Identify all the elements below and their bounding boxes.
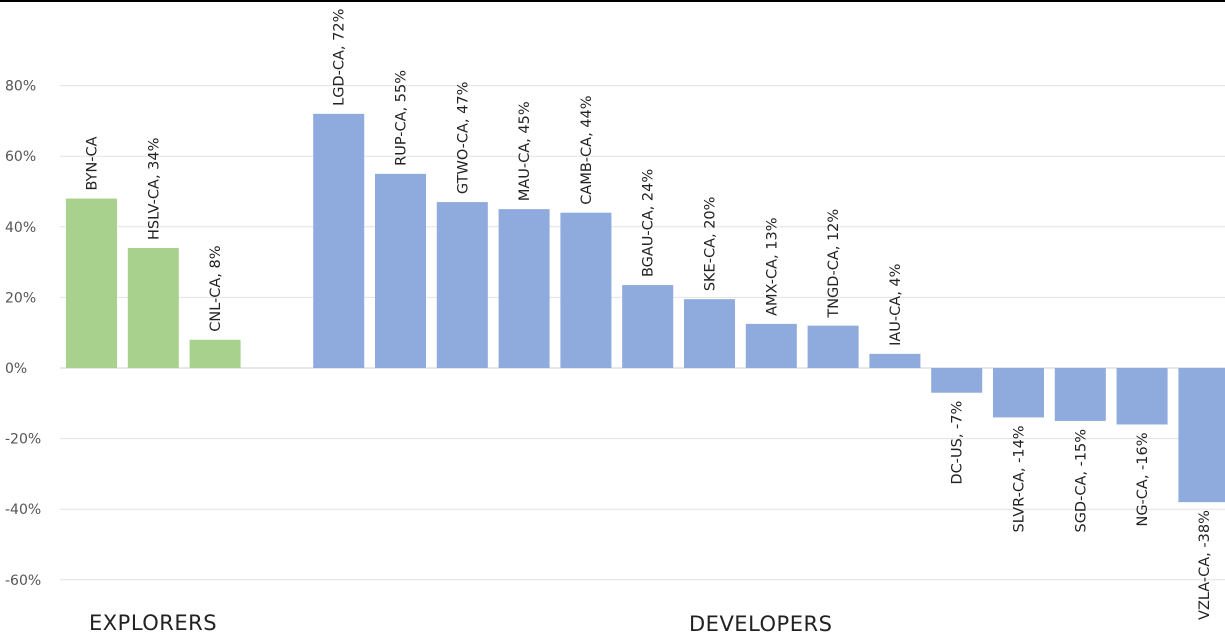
bar xyxy=(993,368,1044,418)
y-tick-label: -20% xyxy=(5,432,41,448)
bar xyxy=(1178,368,1225,503)
bar-data-label: MAU-CA, 45% xyxy=(517,101,533,201)
bar-data-label: DC-US, -7% xyxy=(950,401,966,485)
top-rule xyxy=(0,0,1225,2)
y-tick-label: 40% xyxy=(5,220,36,236)
bar-data-label: BGAU-CA, 24% xyxy=(641,169,657,277)
bar-data-label: AMX-CA, 13% xyxy=(764,218,780,316)
bar-data-label: SGD-CA, -15% xyxy=(1073,429,1089,533)
y-tick-label: -40% xyxy=(5,502,41,518)
bar xyxy=(127,247,179,368)
bar-data-label: RUP-CA, 55% xyxy=(394,70,410,166)
bar xyxy=(66,198,117,368)
bar xyxy=(622,285,674,368)
y-tick-label: 0% xyxy=(5,361,27,377)
bar-data-label: VZLA-CA, -38% xyxy=(1197,510,1213,620)
bar-data-label: CAMB-CA, 44% xyxy=(579,95,595,204)
bar xyxy=(375,173,426,368)
bar xyxy=(931,368,983,393)
bar-data-label: SLVR-CA, -14% xyxy=(1012,425,1028,532)
bar-data-label: GTWO-CA, 47% xyxy=(455,82,471,194)
bar xyxy=(869,353,921,368)
bar xyxy=(560,212,612,368)
group-label-developers: DEVELOPERS xyxy=(689,612,832,634)
bar-data-label: LGD-CA, 72% xyxy=(332,9,348,106)
bar-data-label: NG-CA, -16% xyxy=(1135,432,1151,526)
bar xyxy=(436,202,488,368)
bar xyxy=(313,113,365,368)
bar-data-label: CNL-CA, 8% xyxy=(208,245,224,331)
bar xyxy=(1116,368,1168,425)
y-tick-label: -60% xyxy=(5,573,41,589)
bar-data-label: HSLV-CA, 34% xyxy=(146,138,162,240)
bar xyxy=(1054,368,1106,421)
bar xyxy=(684,299,735,368)
bar xyxy=(807,325,859,368)
y-tick-label: 60% xyxy=(5,149,36,165)
bar-data-label: IAU-CA, 4% xyxy=(888,264,904,346)
bar xyxy=(745,323,797,368)
bar-data-label: SKE-CA, 20% xyxy=(703,197,719,292)
y-tick-label: 80% xyxy=(5,79,36,95)
bar-data-label: TNGD-CA, 12% xyxy=(826,209,842,319)
bar xyxy=(498,209,550,368)
bar xyxy=(189,339,241,368)
y-tick-label: 20% xyxy=(5,290,36,306)
bar-data-label: BYN-CA xyxy=(85,136,101,190)
group-label-explorers: EXPLORERS xyxy=(89,611,217,634)
